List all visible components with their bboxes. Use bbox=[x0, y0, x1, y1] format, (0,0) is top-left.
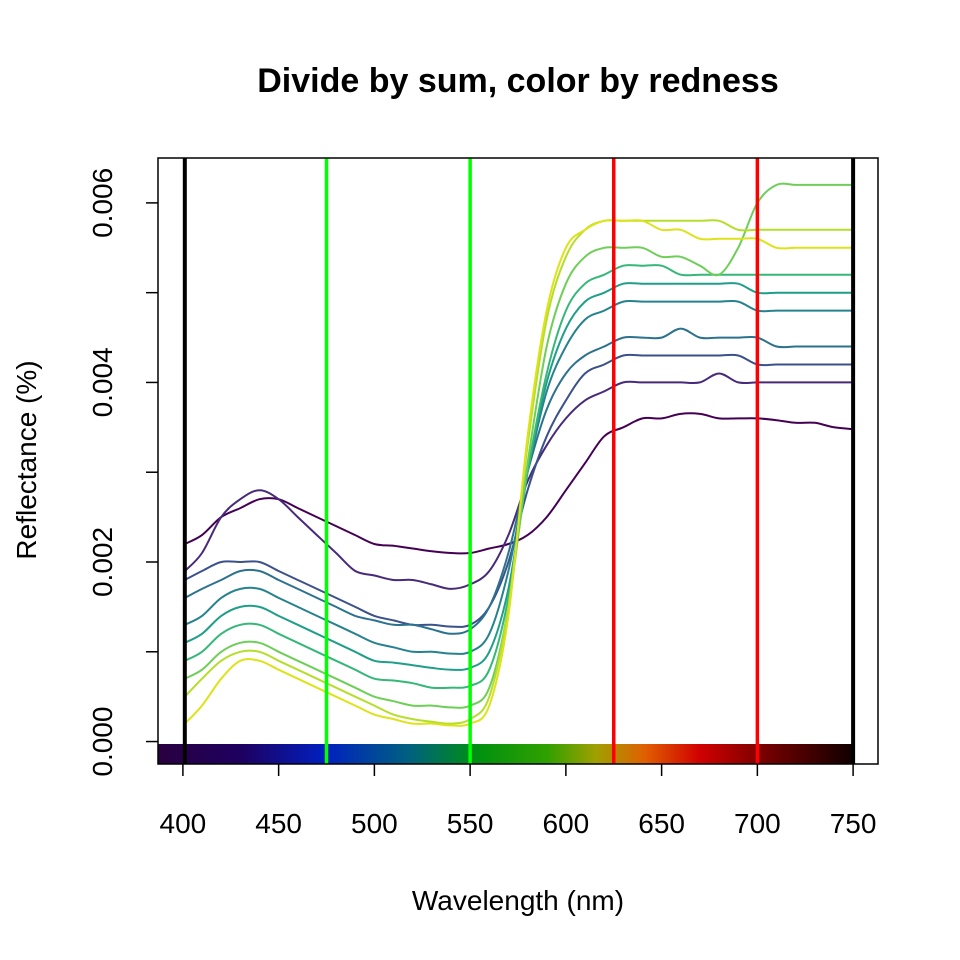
spectrum-line-9 bbox=[184, 219, 854, 725]
spectrum-line-4 bbox=[184, 327, 854, 635]
x-tick-label: 700 bbox=[734, 808, 781, 839]
y-tick-label: 0.002 bbox=[87, 527, 118, 597]
chart-title: Divide by sum, color by redness bbox=[257, 62, 779, 100]
y-tick-label: 0.000 bbox=[87, 707, 118, 777]
y-tick-label: 0.004 bbox=[87, 347, 118, 417]
x-tick-label: 650 bbox=[638, 808, 685, 839]
x-tick-label: 400 bbox=[160, 808, 207, 839]
x-axis-label: Wavelength (nm) bbox=[412, 885, 624, 916]
x-tick-label: 550 bbox=[447, 808, 494, 839]
spectrum-line-8 bbox=[184, 182, 854, 709]
x-tick-label: 500 bbox=[351, 808, 398, 839]
spectrum-line-3 bbox=[184, 353, 854, 628]
spectrum-line-10 bbox=[184, 219, 854, 727]
plot-area bbox=[158, 158, 856, 764]
spectrum-line-6 bbox=[184, 282, 854, 671]
plot-frame bbox=[157, 157, 879, 765]
spectrum-line-7 bbox=[184, 264, 854, 690]
spectrum-line-2 bbox=[184, 372, 854, 590]
y-tick-label: 0.006 bbox=[87, 168, 118, 238]
spectrum-bar bbox=[158, 744, 854, 764]
spectrum-line-5 bbox=[184, 299, 854, 655]
x-tick-label: 450 bbox=[255, 808, 302, 839]
x-tick-label: 600 bbox=[543, 808, 590, 839]
y-axis-label: Reflectance (%) bbox=[11, 360, 42, 559]
series-group bbox=[184, 182, 854, 727]
axes: 400 450 500 550 600 650 700 750 0.000 0.002 0.004 0… bbox=[87, 157, 879, 839]
x-tick-label: 750 bbox=[830, 808, 877, 839]
